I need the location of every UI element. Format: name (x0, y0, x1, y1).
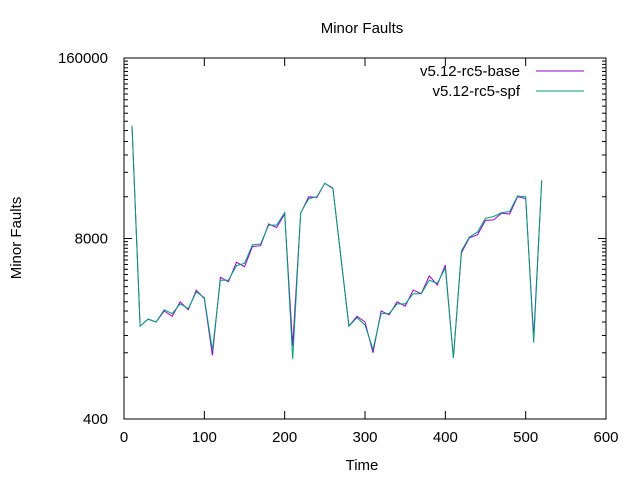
x-tick-label: 500 (513, 429, 538, 446)
x-axis-label: Time (346, 457, 379, 474)
x-tick-label: 100 (192, 429, 217, 446)
legend: v5.12-rc5-base v5.12-rc5-spf (420, 63, 584, 100)
y-tick-label: 400 (83, 411, 108, 428)
series-line-spf (131, 125, 543, 360)
plot-frame (123, 57, 607, 420)
x-tick-label: 600 (593, 429, 618, 446)
legend-label-base: v5.12-rc5-base (420, 63, 520, 80)
chart-title: Minor Faults (321, 20, 404, 37)
axis-tick-labels: 0 100 200 300 400 500 600 400 8000 160000 (58, 50, 619, 446)
y-tick-label: 160000 (58, 50, 108, 67)
y-axis-label: Minor Faults (8, 197, 25, 280)
axis-ticks (123, 57, 607, 420)
x-tick-label: 400 (433, 429, 458, 446)
legend-label-spf: v5.12-rc5-spf (432, 83, 520, 100)
x-tick-label: 200 (272, 429, 297, 446)
series-lines (131, 125, 543, 360)
x-tick-label: 0 (120, 429, 128, 446)
y-tick-label: 8000 (75, 231, 108, 248)
x-tick-label: 300 (352, 429, 377, 446)
series-line-base (131, 125, 543, 359)
